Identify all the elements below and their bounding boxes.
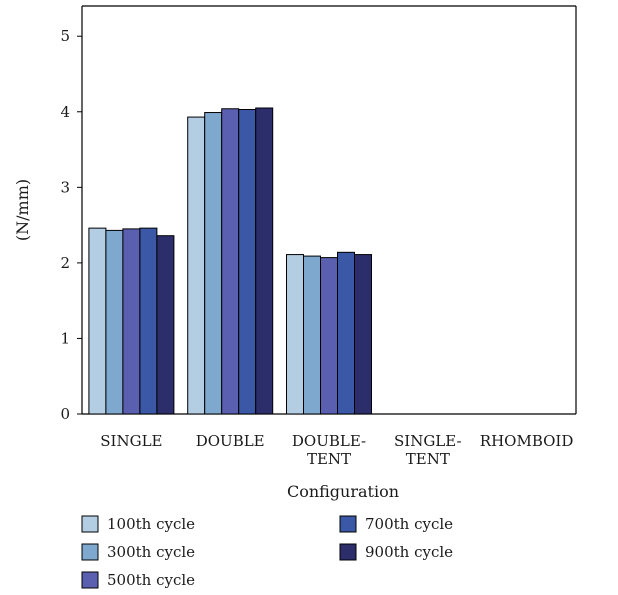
bar bbox=[156, 235, 175, 415]
legend-label: 700th cycle bbox=[365, 515, 453, 533]
x-category-label: TENT bbox=[307, 450, 351, 468]
y-tick-label: 4 bbox=[60, 103, 70, 121]
bars bbox=[88, 107, 372, 415]
y-tick-label: 0 bbox=[60, 405, 70, 423]
x-category-label: TENT bbox=[406, 450, 450, 468]
bar bbox=[204, 112, 223, 415]
y-tick-label: 3 bbox=[60, 178, 70, 196]
legend-swatch bbox=[81, 571, 99, 589]
x-category-labels: SINGLE DOUBLE DOUBLE-TENTSINGLE-TENTRHOMBO… bbox=[100, 432, 573, 468]
legend-label: 500th cycle bbox=[107, 571, 195, 589]
x-category-label: DOUBLE bbox=[196, 432, 265, 450]
legend-swatch bbox=[339, 515, 357, 533]
bar bbox=[122, 228, 141, 415]
legend-swatch bbox=[339, 543, 357, 561]
y-tick-label: 2 bbox=[60, 254, 70, 272]
bar bbox=[255, 107, 274, 415]
bar bbox=[320, 257, 338, 415]
legend-swatch bbox=[81, 515, 99, 533]
bar bbox=[187, 116, 206, 415]
x-category-label: SINGLE- bbox=[394, 432, 462, 450]
bar bbox=[88, 227, 107, 415]
y-axis-title: (N/mm) bbox=[13, 179, 32, 241]
bar bbox=[139, 227, 158, 415]
bar bbox=[303, 255, 321, 415]
bar bbox=[105, 229, 124, 415]
bar bbox=[286, 254, 304, 415]
bar bbox=[337, 251, 355, 415]
x-category-label: SINGLE bbox=[100, 432, 162, 450]
y-tick-label: 5 bbox=[60, 27, 70, 45]
legend-swatch bbox=[81, 543, 99, 561]
y-tick-label: 1 bbox=[60, 329, 70, 347]
y-ticks: 0 1 2 3 4 5 bbox=[60, 27, 82, 423]
bar bbox=[354, 254, 372, 415]
legend-label: 900th cycle bbox=[365, 543, 453, 561]
x-axis-title: Configuration bbox=[287, 482, 399, 501]
legend: 100th cycle 300th cycle 500th cycle 700th c… bbox=[81, 515, 453, 589]
bar bbox=[221, 108, 240, 415]
bar bbox=[238, 109, 257, 415]
legend-label: 300th cycle bbox=[107, 543, 195, 561]
x-category-label: DOUBLE- bbox=[292, 432, 366, 450]
x-category-label: RHOMBOID bbox=[480, 432, 574, 450]
legend-label: 100th cycle bbox=[107, 515, 195, 533]
